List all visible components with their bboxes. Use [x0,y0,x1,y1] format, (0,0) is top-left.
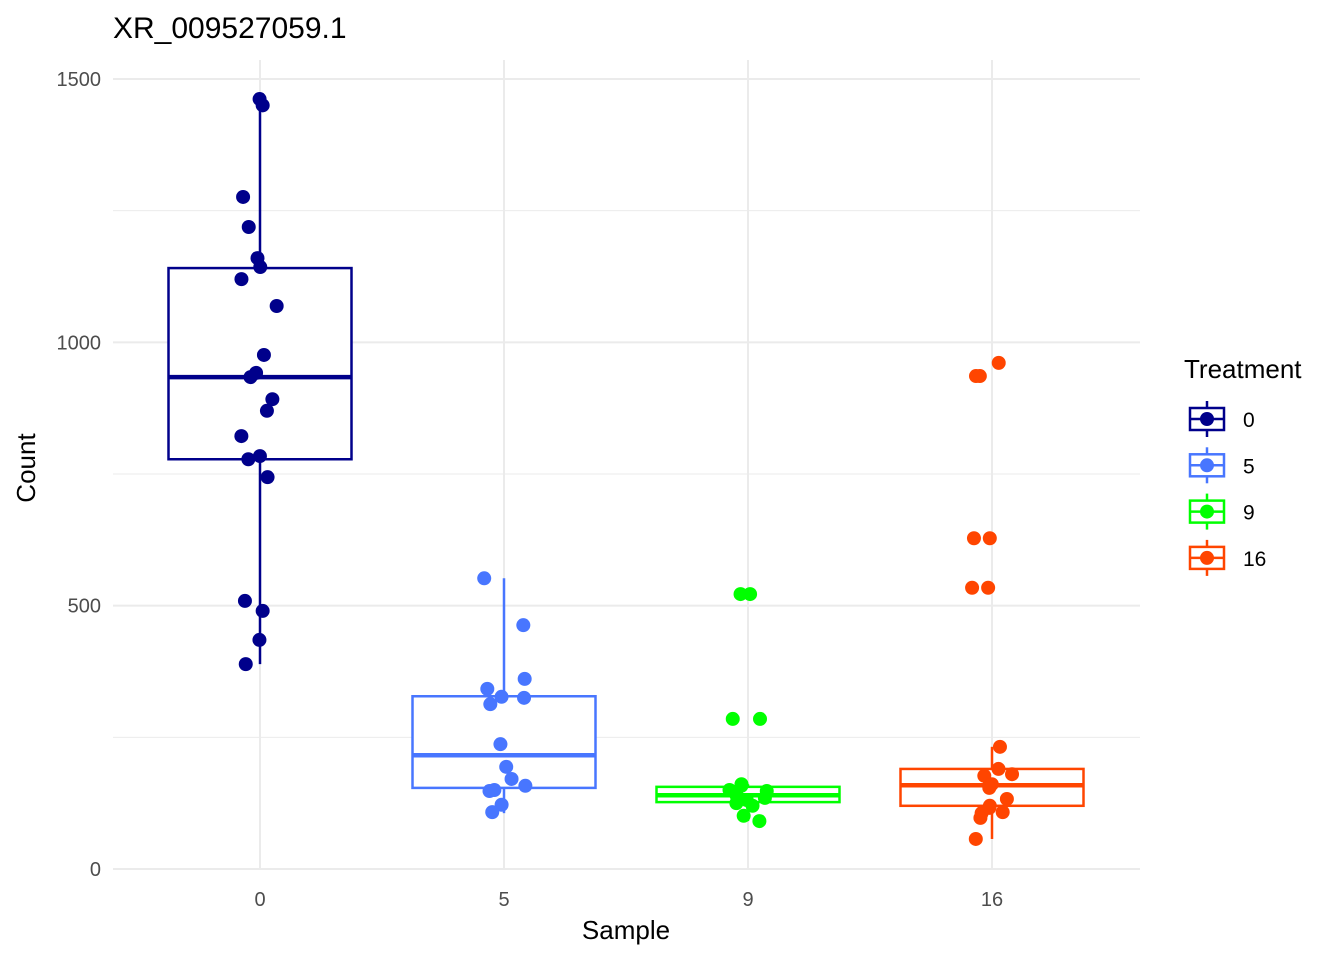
data-point [991,355,1006,370]
data-point [483,697,498,712]
data-point [493,737,508,752]
y-tick-label: 500 [68,596,101,618]
x-tick-label: 9 [742,889,753,911]
data-point [260,470,275,485]
data-point [238,657,253,672]
data-point [499,759,514,774]
data-point [991,761,1006,776]
data-point [733,587,748,602]
legend-key-point [1200,504,1214,519]
legend-key-point [1200,458,1214,473]
data-point [517,690,532,705]
data-point [516,618,531,633]
data-point [236,189,251,204]
data-point [252,632,267,647]
box-0 [167,266,353,461]
data-point [992,739,1007,754]
data-point [966,531,981,546]
data-point [752,814,767,829]
data-point [237,593,252,608]
y-axis-label: Count [11,433,41,503]
y-tick-label: 1500 [57,69,102,91]
data-point [234,429,249,444]
data-point [255,603,270,618]
data-point [981,580,996,595]
data-point [725,711,740,726]
chart-title: XR_009527059.1 [113,12,347,45]
data-point [972,369,987,384]
data-point [973,810,988,825]
x-tick-label: 5 [498,889,509,911]
data-point [241,452,256,467]
data-point [259,403,274,418]
data-point [255,98,270,113]
x-axis-label: Sample [582,915,670,945]
data-point [968,831,983,846]
data-point [494,797,509,812]
x-tick-label: 16 [981,889,1003,911]
data-point [757,790,772,805]
data-point [999,791,1014,806]
legend: Treatment 0 5 9 16 [1184,354,1302,576]
data-point [995,805,1010,820]
data-point [517,671,532,686]
data-point [982,780,997,795]
data-point [265,392,280,407]
data-point [745,798,760,813]
data-point [729,796,744,811]
x-tick-label: 0 [254,889,265,911]
data-point [482,784,497,799]
y-tick-label: 1000 [57,332,102,354]
data-point [982,531,997,546]
data-point [965,580,980,595]
legend-label: 16 [1243,548,1266,571]
data-point [518,778,533,793]
plot-marks [167,92,1085,846]
data-point [477,571,492,586]
data-point [753,711,768,726]
data-point [494,689,509,704]
legend-label: 5 [1243,455,1255,478]
data-point [736,808,751,823]
data-point [1005,767,1020,782]
data-point [485,805,500,820]
legend-label: 9 [1243,502,1255,525]
data-point [252,449,267,464]
axes: 0 500 1000 1500 0 5 9 16 [57,69,1004,911]
legend-key-point [1200,550,1214,565]
legend-title: Treatment [1184,354,1302,384]
data-point [253,260,268,275]
legend-label: 0 [1243,409,1255,432]
data-point [269,298,284,313]
data-point [256,347,271,362]
grid [113,60,1140,870]
data-point [480,681,495,696]
data-point [504,771,519,786]
data-point [243,370,258,385]
data-point [234,272,249,287]
data-point [241,219,256,234]
legend-key-point [1200,412,1214,426]
y-tick-label: 0 [90,859,101,881]
